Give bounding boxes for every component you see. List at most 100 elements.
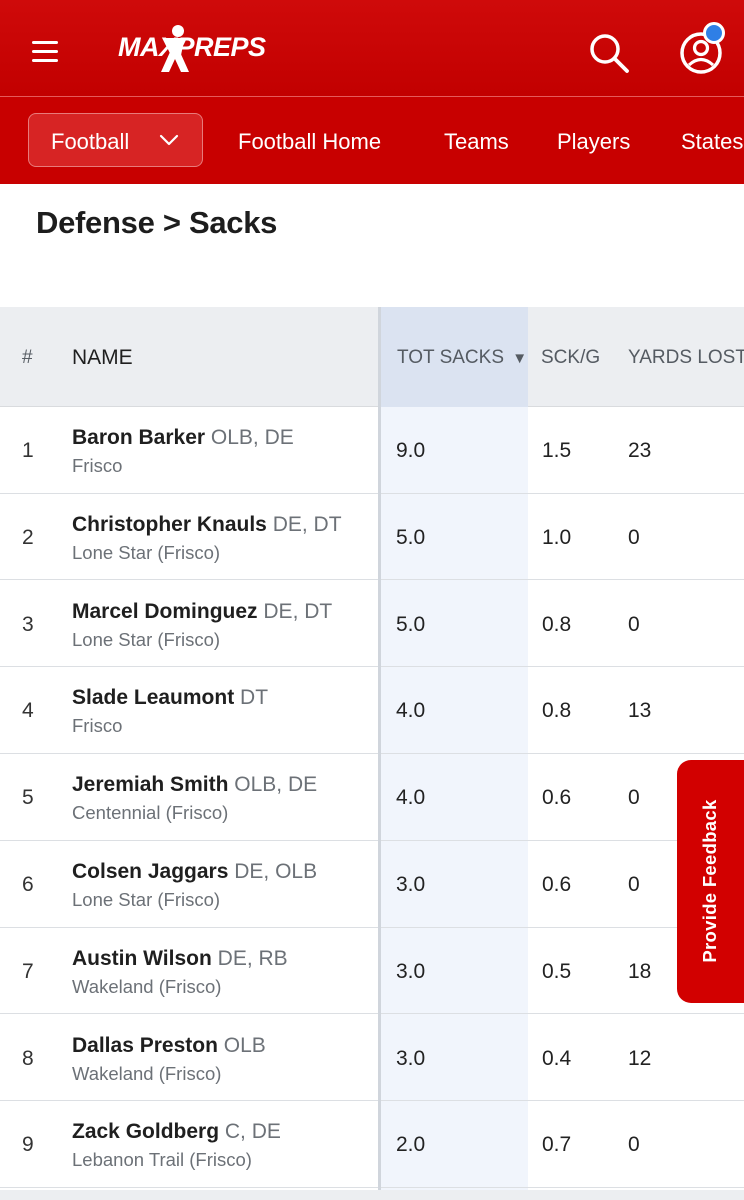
cell-yards-lost: 0	[628, 612, 640, 636]
table-row[interactable]: 5 Jeremiah Smith OLB, DE Centennial (Frisc…	[0, 754, 744, 841]
logo-text: MAXPREPS	[118, 32, 266, 62]
player-name: Austin Wilson	[72, 946, 212, 970]
row-rank: 3	[22, 612, 34, 636]
cell-sck-g: 0.6	[542, 786, 572, 810]
cell-tot-sacks: 9.0	[396, 439, 426, 462]
cell-yards-lost: 12	[628, 1046, 652, 1070]
frozen-column-divider	[378, 307, 381, 1191]
player-position: DT	[240, 686, 269, 710]
row-rank: 2	[22, 525, 34, 549]
player-name-link[interactable]: Colsen Jaggars DE, OLB	[72, 860, 317, 884]
col-tot-sacks-label: TOT SACKS	[397, 347, 504, 368]
player-school[interactable]: Frisco	[72, 455, 123, 476]
sorted-column-header-bg	[380, 307, 528, 407]
table-row[interactable]: 9 Zack Goldberg C, DE Lebanon Trail (Frisc…	[0, 1101, 744, 1188]
player-name: Christopher Knauls	[72, 512, 267, 536]
sport-dropdown[interactable]: Football	[28, 113, 203, 167]
table-header: # NAME TOT SACKS ▼ SCK/G YARDS LOST	[0, 307, 744, 407]
player-name: Marcel Dominguez	[72, 599, 258, 623]
table-row[interactable]: 6 Colsen Jaggars DE, OLB Lone Star (Frisco…	[0, 841, 744, 928]
table-bottom-edge	[0, 1190, 744, 1200]
cell-tot-sacks: 4.0	[396, 786, 426, 810]
nav-link-states[interactable]: States	[681, 129, 744, 154]
player-school[interactable]: Centennial (Frisco)	[72, 802, 229, 824]
cell-yards-lost: 18	[628, 959, 652, 983]
sport-subnav: Football Football Home Teams Players Sta…	[0, 97, 744, 184]
player-name: Jeremiah Smith	[72, 773, 229, 797]
player-name-link[interactable]: Jeremiah Smith OLB, DE	[72, 773, 317, 797]
cell-yards-lost: 0	[628, 1133, 640, 1157]
table-row[interactable]: 3 Marcel Dominguez DE, DT Lone Star (Frisc…	[0, 581, 744, 668]
cell-tot-sacks: 4.0	[396, 699, 426, 723]
player-name: Colsen Jaggars	[72, 860, 229, 883]
nav-link-football-home[interactable]: Football Home	[238, 129, 382, 154]
cell-yards-lost: 0	[628, 525, 640, 549]
nav-link-teams[interactable]: Teams	[444, 129, 509, 154]
cell-tot-sacks: 3.0	[396, 959, 426, 983]
cell-sck-g: 0.5	[542, 959, 572, 983]
player-name-link[interactable]: Dallas Preston OLB	[72, 1034, 266, 1058]
player-position: OLB	[223, 1033, 266, 1057]
player-school[interactable]: Lone Star (Frisco)	[72, 541, 221, 563]
table-row[interactable]: 1 Baron Barker OLB, DE Frisco 9.0 1.5 23	[0, 407, 744, 494]
player-position: DE, DT	[263, 599, 333, 623]
col-sck-g-header[interactable]: SCK/G	[541, 347, 601, 368]
player-name: Slade Leaumont	[72, 686, 235, 710]
player-name: Baron Barker	[72, 426, 206, 449]
cell-sck-g: 0.4	[542, 1046, 572, 1070]
player-position: C, DE	[224, 1120, 281, 1144]
player-position: DE, RB	[217, 946, 288, 970]
page-title: Defense > Sacks	[36, 205, 278, 240]
row-rank: 8	[22, 1046, 34, 1070]
cell-yards-lost: 0	[628, 873, 640, 896]
cell-sck-g: 1.0	[542, 525, 572, 549]
player-school[interactable]: Wakeland (Frisco)	[72, 1062, 222, 1084]
row-rank: 7	[22, 959, 34, 983]
provide-feedback-tab[interactable]: Provide Feedback	[677, 760, 744, 1003]
table-row[interactable]: 8 Dallas Preston OLB Wakeland (Frisco) 3.0 0…	[0, 1015, 744, 1102]
col-name-header[interactable]: NAME	[72, 346, 133, 369]
player-school[interactable]: Frisco	[72, 715, 123, 737]
sorted-column-highlight	[381, 407, 528, 1191]
player-school[interactable]: Lebanon Trail (Frisco)	[72, 1149, 252, 1171]
nav-link-players[interactable]: Players	[557, 129, 631, 154]
player-school[interactable]: Wakeland (Frisco)	[72, 975, 222, 997]
player-position: DE, OLB	[234, 860, 318, 883]
sport-dropdown-label: Football	[51, 129, 130, 154]
cell-tot-sacks: 3.0	[396, 1046, 426, 1070]
sort-desc-icon: ▼	[512, 350, 528, 367]
player-name: Zack Goldberg	[72, 1120, 220, 1144]
hamburger-icon[interactable]	[32, 41, 58, 63]
search-icon[interactable]	[588, 32, 630, 74]
col-rank-header: #	[22, 347, 33, 368]
player-name-link[interactable]: Zack Goldberg C, DE	[72, 1120, 281, 1144]
cell-tot-sacks: 3.0	[396, 873, 426, 896]
cell-tot-sacks: 5.0	[396, 612, 426, 636]
player-name-link[interactable]: Marcel Dominguez DE, DT	[72, 600, 332, 624]
header-divider	[0, 96, 744, 97]
player-name-link[interactable]: Christopher Knauls DE, DT	[72, 513, 342, 537]
col-tot-sacks-header[interactable]: TOT SACKS ▼	[397, 347, 527, 369]
maxpreps-logo[interactable]: MAXPREPS	[118, 24, 278, 74]
row-rank: 5	[22, 786, 34, 810]
cell-sck-g: 0.6	[542, 873, 572, 896]
cell-sck-g: 0.7	[542, 1133, 572, 1157]
col-yards-lost-header[interactable]: YARDS LOST	[628, 347, 744, 368]
cell-yards-lost: 13	[628, 699, 652, 723]
player-name-link[interactable]: Slade Leaumont DT	[72, 686, 268, 710]
row-rank: 1	[22, 439, 34, 462]
cell-tot-sacks: 2.0	[396, 1133, 426, 1157]
player-school[interactable]: Lone Star (Frisco)	[72, 628, 221, 650]
table-row[interactable]: 7 Austin Wilson DE, RB Wakeland (Frisco) 3.…	[0, 928, 744, 1015]
player-position: DE, DT	[272, 512, 342, 536]
cell-sck-g: 1.5	[542, 439, 572, 462]
cell-yards-lost: 23	[628, 439, 652, 462]
table-row[interactable]: 4 Slade Leaumont DT Frisco 4.0 0.8 13	[0, 667, 744, 754]
player-school[interactable]: Lone Star (Frisco)	[72, 889, 221, 910]
table-row[interactable]: 2 Christopher Knauls DE, DT Lone Star (Fri…	[0, 494, 744, 581]
user-icon[interactable]	[678, 30, 724, 76]
player-name-link[interactable]: Austin Wilson DE, RB	[72, 947, 288, 971]
player-name-link[interactable]: Baron Barker OLB, DE	[72, 426, 294, 450]
chevron-down-icon	[159, 134, 179, 146]
cell-yards-lost: 0	[628, 786, 640, 810]
